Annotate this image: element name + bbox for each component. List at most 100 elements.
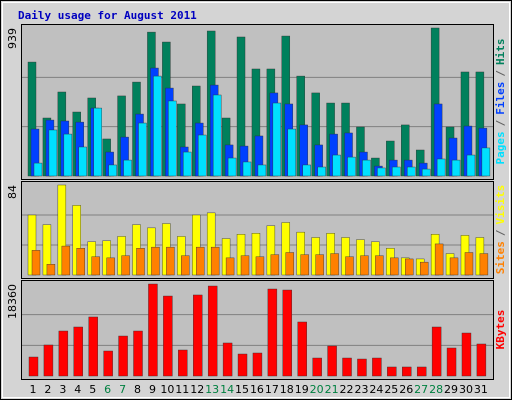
x-tick-label: 22 (340, 383, 354, 396)
legend-entry: Files (494, 82, 507, 115)
legend: KBytes (494, 310, 507, 350)
bar (76, 248, 85, 276)
x-tick-label: 2 (44, 383, 51, 396)
bar (227, 157, 237, 177)
bar (330, 253, 339, 276)
bar (257, 164, 267, 177)
bar (431, 326, 442, 377)
bar (108, 164, 117, 177)
bar (287, 128, 297, 177)
x-tick-label: 16 (250, 383, 264, 396)
bar (327, 345, 337, 377)
x-tick-label: 25 (384, 383, 398, 396)
bar (282, 289, 293, 377)
x-tick-label: 31 (474, 383, 488, 396)
bar (207, 285, 218, 377)
bar (270, 254, 280, 276)
x-tick-label: 6 (104, 383, 111, 396)
legend: Pages / Files / Hits (494, 39, 507, 165)
bar (237, 353, 248, 377)
x-tick-label: 11 (175, 383, 189, 396)
bar (479, 253, 489, 276)
bar (31, 250, 41, 276)
bar (151, 246, 160, 276)
x-tick-label: 8 (134, 383, 141, 396)
bar (434, 243, 444, 276)
x-tick-label: 26 (399, 383, 413, 396)
bar (267, 288, 278, 377)
bar (28, 356, 39, 377)
bar (407, 166, 416, 177)
bar (198, 134, 207, 177)
bar (33, 162, 43, 177)
x-tick-label: 23 (354, 383, 368, 396)
bar (272, 102, 282, 177)
legend-separator: / (494, 229, 507, 236)
legend-entry: Hits (494, 39, 507, 66)
bar (315, 254, 324, 276)
legend-entry: Pages (494, 131, 507, 164)
bar (300, 254, 309, 276)
bar (153, 75, 162, 177)
bar (166, 246, 175, 276)
bar (136, 248, 145, 276)
x-tick-label: 30 (459, 383, 473, 396)
bar (345, 256, 354, 276)
y-tick-label: 939 (6, 28, 19, 49)
bar (446, 347, 457, 377)
bar (225, 257, 235, 276)
x-tick-label: 21 (325, 383, 339, 396)
bar (178, 349, 188, 377)
bar (402, 366, 412, 377)
bar (476, 343, 487, 377)
x-tick-label: 10 (160, 383, 174, 396)
chart-title: Daily usage for August 2011 (18, 9, 197, 22)
bar (133, 330, 143, 377)
x-tick-label: 5 (89, 383, 96, 396)
bar (377, 167, 386, 177)
bar (347, 156, 356, 177)
legend-separator: / (494, 70, 507, 77)
bar (252, 352, 263, 377)
bar (222, 342, 233, 377)
bar (357, 358, 367, 377)
bar (461, 332, 472, 377)
bar (88, 316, 98, 377)
bar (91, 256, 100, 276)
legend-entry: Sites (494, 241, 507, 274)
x-tick-label: 12 (190, 383, 204, 396)
bar (436, 158, 446, 177)
x-tick-label: 3 (59, 383, 66, 396)
bar (73, 326, 83, 377)
bar (78, 146, 87, 177)
bar (196, 246, 205, 276)
legend-entry: Visits (494, 185, 507, 225)
bar (255, 256, 265, 276)
bar (63, 133, 73, 177)
x-tick-label: 4 (74, 383, 81, 396)
bar (332, 154, 341, 177)
bar (372, 357, 382, 377)
bar (212, 94, 222, 177)
bar (285, 252, 295, 276)
bar (390, 257, 399, 276)
bevel (2, 2, 510, 398)
bar (43, 344, 54, 377)
bar (302, 164, 311, 177)
x-tick-label: 1 (30, 383, 37, 396)
x-tick-label: 9 (149, 383, 156, 396)
bar (93, 107, 102, 177)
x-tick-label: 18 (280, 383, 294, 396)
bar (106, 257, 115, 276)
bar (121, 255, 130, 276)
y-tick-label: 84 (6, 185, 19, 199)
bar (58, 330, 69, 377)
x-tick-label: 29 (444, 383, 458, 396)
bar (419, 261, 429, 276)
bar (48, 129, 58, 177)
bar (387, 366, 397, 377)
bar (123, 159, 132, 177)
x-tick-label: 28 (429, 383, 443, 396)
bar (61, 245, 71, 276)
bar (210, 246, 220, 276)
